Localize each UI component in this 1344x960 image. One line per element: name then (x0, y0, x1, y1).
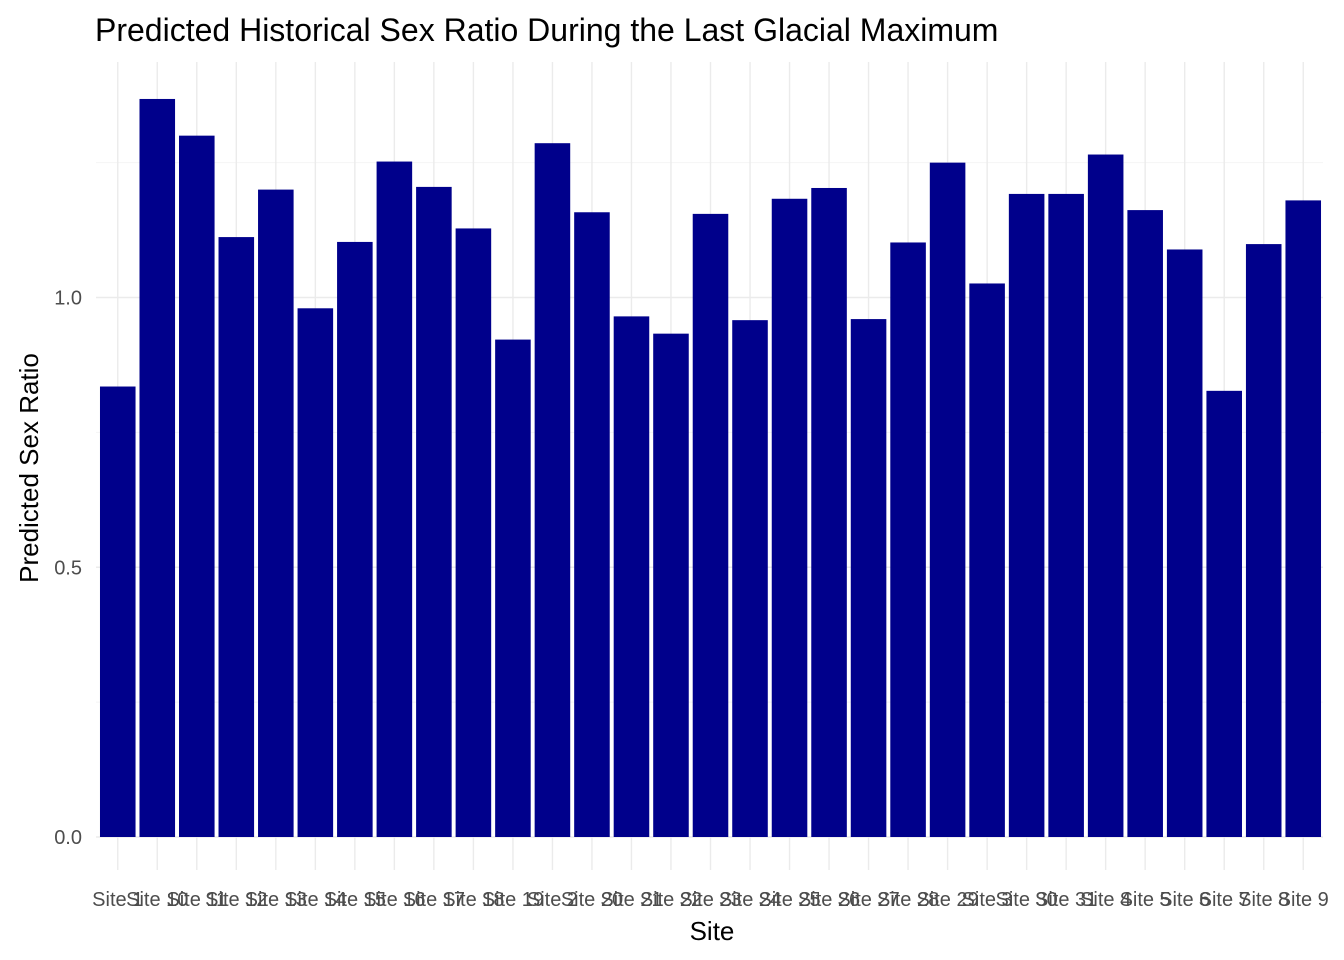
bar (258, 189, 294, 838)
x-tick-label: Site 20 (561, 889, 623, 911)
x-tick-label: Site 7 (1199, 889, 1250, 911)
bar (890, 242, 926, 838)
x-tick-label: Site 15 (324, 889, 386, 911)
y-tick-label: 1.0 (54, 288, 82, 310)
x-tick-label: Site 6 (1159, 889, 1210, 911)
x-axis-title: Site (690, 916, 735, 946)
bar (1285, 200, 1322, 837)
bar (1245, 244, 1282, 838)
x-tick-label: Site 16 (363, 889, 425, 911)
y-axis-title: Predicted Sex Ratio (14, 353, 44, 583)
bar (692, 213, 729, 837)
x-tick-label: Site 2 (527, 889, 578, 911)
bar (179, 135, 215, 837)
x-tick-label: Site 10 (126, 889, 188, 911)
x-tick-label: Site 23 (679, 889, 741, 911)
y-tick-label: 0.5 (54, 557, 82, 579)
x-tick-label: Site 12 (205, 889, 267, 911)
bar (218, 237, 255, 837)
bar (771, 198, 808, 837)
x-tick-label: Site 19 (482, 889, 544, 911)
x-tick-label: Site 31 (1035, 889, 1097, 911)
bar (99, 386, 136, 837)
x-tick-label: Site 22 (640, 889, 702, 911)
x-tick-label: Site 27 (837, 889, 899, 911)
bar (297, 308, 334, 837)
x-tick-label: Site 11 (166, 889, 227, 911)
bar (1048, 193, 1084, 838)
bar (574, 212, 610, 837)
bar (1008, 193, 1045, 838)
bar (495, 339, 531, 837)
x-tick-label: Site 9 (1278, 889, 1329, 911)
y-axis-ticks: 0.0 0.5 1.0 (54, 288, 82, 850)
bar (850, 319, 887, 838)
x-tick-label: Site 29 (916, 889, 978, 911)
bar (337, 241, 373, 837)
x-tick-label: Site 18 (442, 889, 504, 911)
bar (1206, 390, 1242, 837)
y-tick-label: 0.0 (54, 827, 82, 849)
bars (99, 98, 1322, 838)
x-tick-label: Site 25 (758, 889, 820, 911)
x-tick-label: Site 28 (877, 889, 939, 911)
bar (929, 162, 966, 838)
x-tick-label: Site 30 (995, 889, 1057, 911)
bar (1166, 249, 1203, 838)
x-tick-label: Site 14 (284, 889, 346, 911)
x-tick-label: Site 26 (798, 889, 860, 911)
x-tick-label: Site 5 (1120, 889, 1171, 911)
bar (455, 228, 492, 837)
bar (1087, 154, 1124, 837)
bar (416, 186, 452, 837)
x-tick-label: Site 1 (92, 889, 143, 911)
bar (653, 333, 689, 837)
bar (811, 187, 847, 838)
bar (376, 161, 413, 838)
bar (139, 98, 176, 837)
x-tick-label: Site 3 (962, 889, 1013, 911)
bar (969, 283, 1005, 838)
bar (732, 320, 768, 837)
bar (613, 316, 650, 837)
x-tick-label: Site 4 (1080, 889, 1131, 911)
x-tick-label: Site 24 (719, 889, 781, 911)
bar (1127, 210, 1163, 838)
x-tick-label: Site 13 (245, 889, 307, 911)
x-tick-label: Site 17 (403, 889, 465, 911)
bar (534, 143, 571, 837)
x-tick-label: Site 21 (600, 889, 662, 911)
chart-title: Predicted Historical Sex Ratio During th… (95, 12, 998, 48)
x-tick-label: Site 8 (1238, 889, 1289, 911)
